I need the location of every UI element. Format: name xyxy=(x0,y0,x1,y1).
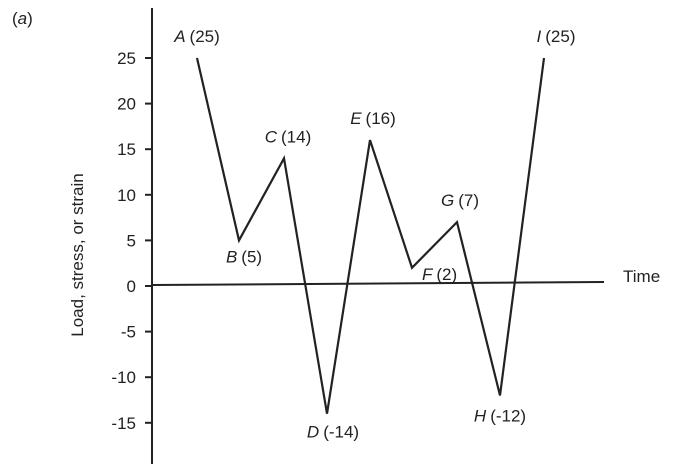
point-label-e: E (16) xyxy=(350,109,396,128)
point-letter: F xyxy=(422,265,434,284)
point-label-c: C (14) xyxy=(265,127,312,146)
series-line xyxy=(195,57,546,414)
point-letter: E xyxy=(350,109,362,128)
y-tick-label: 20 xyxy=(117,95,136,114)
y-axis-label: Load, stress, or strain xyxy=(68,173,87,336)
point-letter: G xyxy=(441,191,454,210)
x-axis-line xyxy=(151,281,605,286)
point-letter: D xyxy=(307,423,319,442)
point-label-h: H (-12) xyxy=(474,406,526,425)
y-tick-label: 0 xyxy=(127,277,136,296)
point-value: (14) xyxy=(281,127,311,146)
y-tick-label: 25 xyxy=(117,49,136,68)
point-value: (25) xyxy=(545,27,575,46)
y-ticks: 25 20 15 10 5 0 -5 -10 -15 xyxy=(111,49,152,433)
point-label-i: I (25) xyxy=(537,27,576,46)
point-value: (-12) xyxy=(490,406,526,425)
panel-letter: a xyxy=(18,9,27,28)
point-value: (2) xyxy=(436,265,457,284)
x-axis-label: Time xyxy=(623,267,660,286)
y-tick-label: 10 xyxy=(117,186,136,205)
y-tick-label: 5 xyxy=(127,231,136,250)
point-label-b: B (5) xyxy=(226,247,262,266)
point-letter: I xyxy=(537,27,542,46)
point-label-d: D (-14) xyxy=(307,423,359,442)
point-value: (-14) xyxy=(323,423,359,442)
point-value: (7) xyxy=(458,191,479,210)
panel-label: (a) xyxy=(12,9,33,28)
point-letter: A xyxy=(173,27,185,46)
point-labels: A (25) B (5) C (14) D (-14) E (16) F (2) G (7) H (-12) I… xyxy=(173,27,575,442)
point-label-a: A (25) xyxy=(173,27,220,46)
point-letter: C xyxy=(265,127,278,146)
y-tick-label: -10 xyxy=(111,368,136,387)
point-letter: B xyxy=(226,247,237,266)
point-value: (16) xyxy=(366,109,396,128)
y-tick-label: 15 xyxy=(117,140,136,159)
point-value: (5) xyxy=(241,247,262,266)
point-value: (25) xyxy=(190,27,220,46)
y-tick-label: -15 xyxy=(111,414,136,433)
y-tick-label: -5 xyxy=(121,323,136,342)
point-label-g: G (7) xyxy=(441,191,479,210)
point-letter: H xyxy=(474,406,487,425)
point-label-f: F (2) xyxy=(422,265,457,284)
